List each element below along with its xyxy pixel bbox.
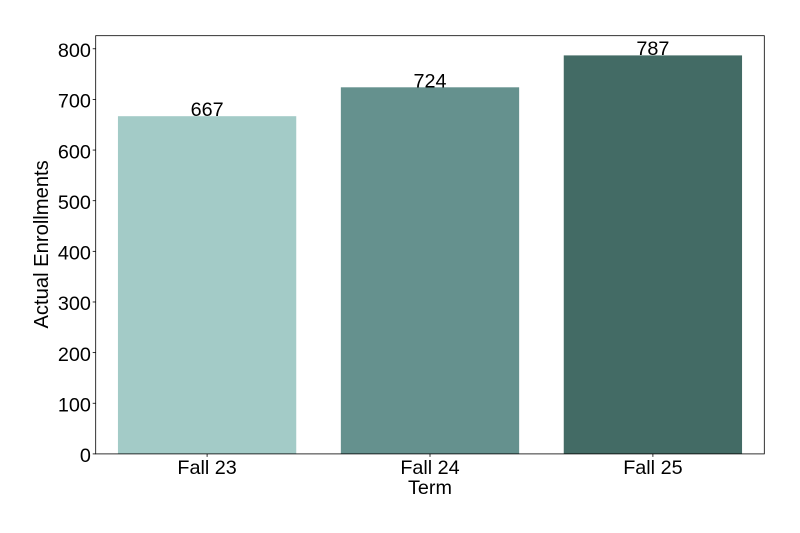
- svg-text:724: 724: [413, 71, 446, 93]
- svg-text:700: 700: [58, 91, 91, 113]
- svg-text:600: 600: [58, 141, 91, 163]
- svg-text:400: 400: [58, 243, 91, 265]
- svg-text:Fall 25: Fall 25: [623, 457, 682, 479]
- svg-text:667: 667: [191, 99, 224, 121]
- svg-text:300: 300: [58, 293, 91, 315]
- svg-text:0: 0: [80, 445, 91, 467]
- svg-text:Actual Enrollments: Actual Enrollments: [31, 160, 53, 328]
- svg-text:100: 100: [58, 394, 91, 416]
- svg-text:Fall 24: Fall 24: [400, 457, 459, 479]
- svg-text:200: 200: [58, 344, 91, 366]
- svg-text:Term: Term: [408, 477, 452, 499]
- svg-text:800: 800: [58, 40, 91, 62]
- svg-text:787: 787: [636, 38, 669, 60]
- svg-text:Fall 23: Fall 23: [177, 457, 236, 479]
- svg-text:500: 500: [58, 192, 91, 214]
